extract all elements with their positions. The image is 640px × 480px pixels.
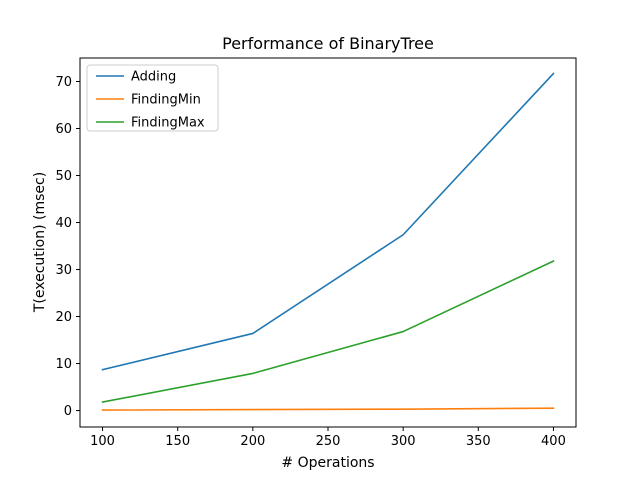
x-tick-label: 250 [316,434,341,449]
x-axis-title: # Operations [281,455,374,471]
y-tick-label: 50 [55,169,72,184]
x-tick-label: 400 [541,434,566,449]
y-tick-label: 10 [55,357,72,372]
legend-box [86,64,219,132]
legend-label: FindingMin [131,93,201,108]
x-tick-label: 350 [466,434,491,449]
x-tick-label: 200 [240,434,265,449]
y-tick-label: 40 [55,216,72,231]
x-tick-label: 100 [90,434,115,449]
chart-title: Performance of BinaryTree [222,34,434,53]
series-line-findingmin [101,407,555,411]
y-tick-label: 70 [55,75,72,90]
y-axis: 0 10 20 30 40 50 60 70 [55,75,80,419]
series-line-findingmax [101,260,555,404]
legend: Adding FindingMin FindingMax [86,64,219,132]
y-tick-label: 30 [55,263,72,278]
x-axis: 100 150 200 250 300 350 400 [90,427,566,449]
legend-label: Adding [131,70,176,85]
y-axis-title: T(execution) (msec) [32,172,48,313]
series-layer [101,72,555,411]
y-tick-label: 20 [55,310,72,325]
legend-label: FindingMax [131,116,205,131]
x-tick-label: 300 [391,434,416,449]
y-tick-label: 0 [64,404,72,419]
x-tick-label: 150 [165,434,190,449]
series-line-adding [101,72,555,371]
y-tick-label: 60 [55,122,72,137]
